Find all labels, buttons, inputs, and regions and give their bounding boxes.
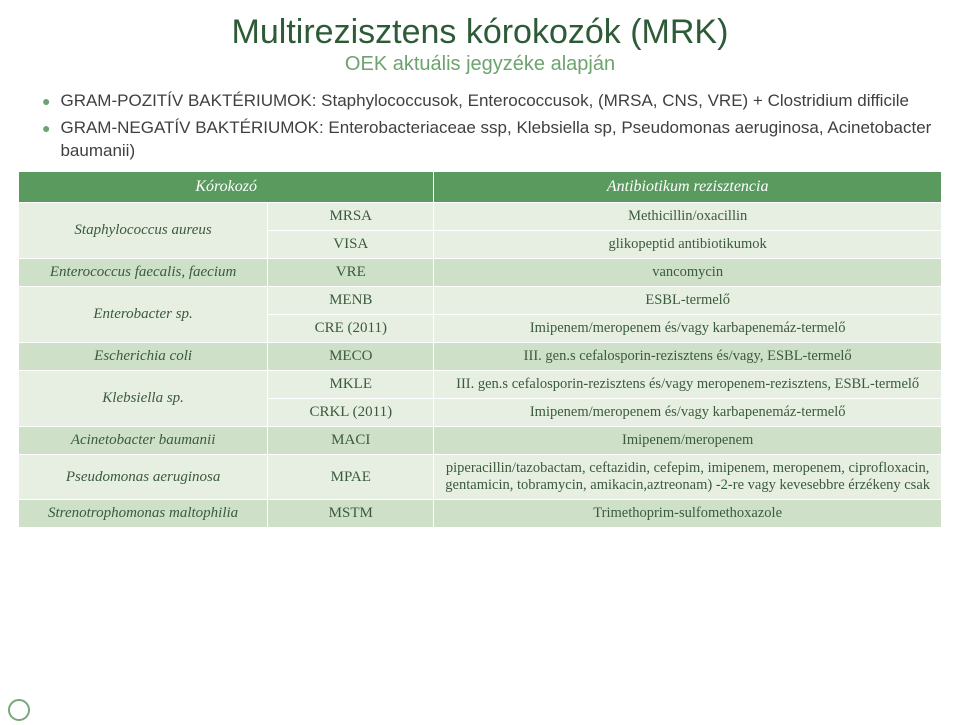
table-row: Enterobacter sp.MENBESBL-termelő	[19, 287, 942, 315]
cell-organism: Strenotrophomonas maltophilia	[19, 500, 268, 528]
slide-title: Multirezisztens kórokozók (MRK)	[18, 14, 942, 51]
th-organism: Kórokozó	[19, 172, 434, 203]
bullet-text: GRAM-POZITÍV BAKTÉRIUMOK: Staphylococcus…	[60, 90, 909, 113]
cell-description: ESBL-termelő	[434, 287, 942, 315]
cell-code: VISA	[268, 231, 434, 259]
cell-description: Imipenem/meropenem	[434, 427, 942, 455]
table-header-row: Kórokozó Antibiotikum rezisztencia	[19, 172, 942, 203]
table-row: Escherichia coliMECOIII. gen.s cefalospo…	[19, 343, 942, 371]
table-body: Staphylococcus aureusMRSAMethicillin/oxa…	[19, 203, 942, 528]
table-row: Strenotrophomonas maltophiliaMSTMTrimeth…	[19, 500, 942, 528]
table-row: Pseudomonas aeruginosaMPAEpiperacillin/t…	[19, 455, 942, 500]
cell-code: MACI	[268, 427, 434, 455]
table-row: Klebsiella sp.MKLEIII. gen.s cefalospori…	[19, 371, 942, 399]
cell-description: vancomycin	[434, 259, 942, 287]
cell-description: Trimethoprim-sulfomethoxazole	[434, 500, 942, 528]
cell-code: MRSA	[268, 203, 434, 231]
cell-organism: Klebsiella sp.	[19, 371, 268, 427]
cell-description: Imipenem/meropenem és/vagy karbapenemáz-…	[434, 399, 942, 427]
cell-description: glikopeptid antibiotikumok	[434, 231, 942, 259]
title-box: Multirezisztens kórokozók (MRK) OEK aktu…	[18, 8, 942, 80]
cell-code: MECO	[268, 343, 434, 371]
bullet-item: ● GRAM-POZITÍV BAKTÉRIUMOK: Staphylococc…	[42, 90, 932, 113]
cell-description: III. gen.s cefalosporin-rezisztens és/va…	[434, 371, 942, 399]
cell-organism: Pseudomonas aeruginosa	[19, 455, 268, 500]
slide: Multirezisztens kórokozók (MRK) OEK aktu…	[0, 0, 960, 528]
slide-subtitle: OEK aktuális jegyzéke alapján	[18, 53, 942, 76]
pathogen-table: Kórokozó Antibiotikum rezisztencia Staph…	[18, 171, 942, 528]
cell-code: MENB	[268, 287, 434, 315]
cell-code: MKLE	[268, 371, 434, 399]
table-row: Staphylococcus aureusMRSAMethicillin/oxa…	[19, 203, 942, 231]
cell-description: piperacillin/tazobactam, ceftazidin, cef…	[434, 455, 942, 500]
bullet-list: ● GRAM-POZITÍV BAKTÉRIUMOK: Staphylococc…	[42, 90, 932, 163]
decorative-circle-icon	[8, 699, 30, 721]
bullet-marker-icon: ●	[42, 94, 50, 108]
bullet-marker-icon: ●	[42, 121, 50, 135]
cell-organism: Acinetobacter baumanii	[19, 427, 268, 455]
cell-organism: Escherichia coli	[19, 343, 268, 371]
cell-code: CRKL (2011)	[268, 399, 434, 427]
bullet-item: ● GRAM-NEGATÍV BAKTÉRIUMOK: Enterobacter…	[42, 117, 932, 163]
cell-code: VRE	[268, 259, 434, 287]
bullet-text: GRAM-NEGATÍV BAKTÉRIUMOK: Enterobacteria…	[60, 117, 932, 163]
table-row: Enterococcus faecalis, faeciumVREvancomy…	[19, 259, 942, 287]
cell-description: III. gen.s cefalosporin-rezisztens és/va…	[434, 343, 942, 371]
cell-code: CRE (2011)	[268, 315, 434, 343]
cell-organism: Enterobacter sp.	[19, 287, 268, 343]
th-resistance: Antibiotikum rezisztencia	[434, 172, 942, 203]
table-row: Acinetobacter baumaniiMACIImipenem/merop…	[19, 427, 942, 455]
cell-organism: Enterococcus faecalis, faecium	[19, 259, 268, 287]
cell-description: Imipenem/meropenem és/vagy karbapenemáz-…	[434, 315, 942, 343]
cell-code: MPAE	[268, 455, 434, 500]
cell-organism: Staphylococcus aureus	[19, 203, 268, 259]
cell-code: MSTM	[268, 500, 434, 528]
cell-description: Methicillin/oxacillin	[434, 203, 942, 231]
